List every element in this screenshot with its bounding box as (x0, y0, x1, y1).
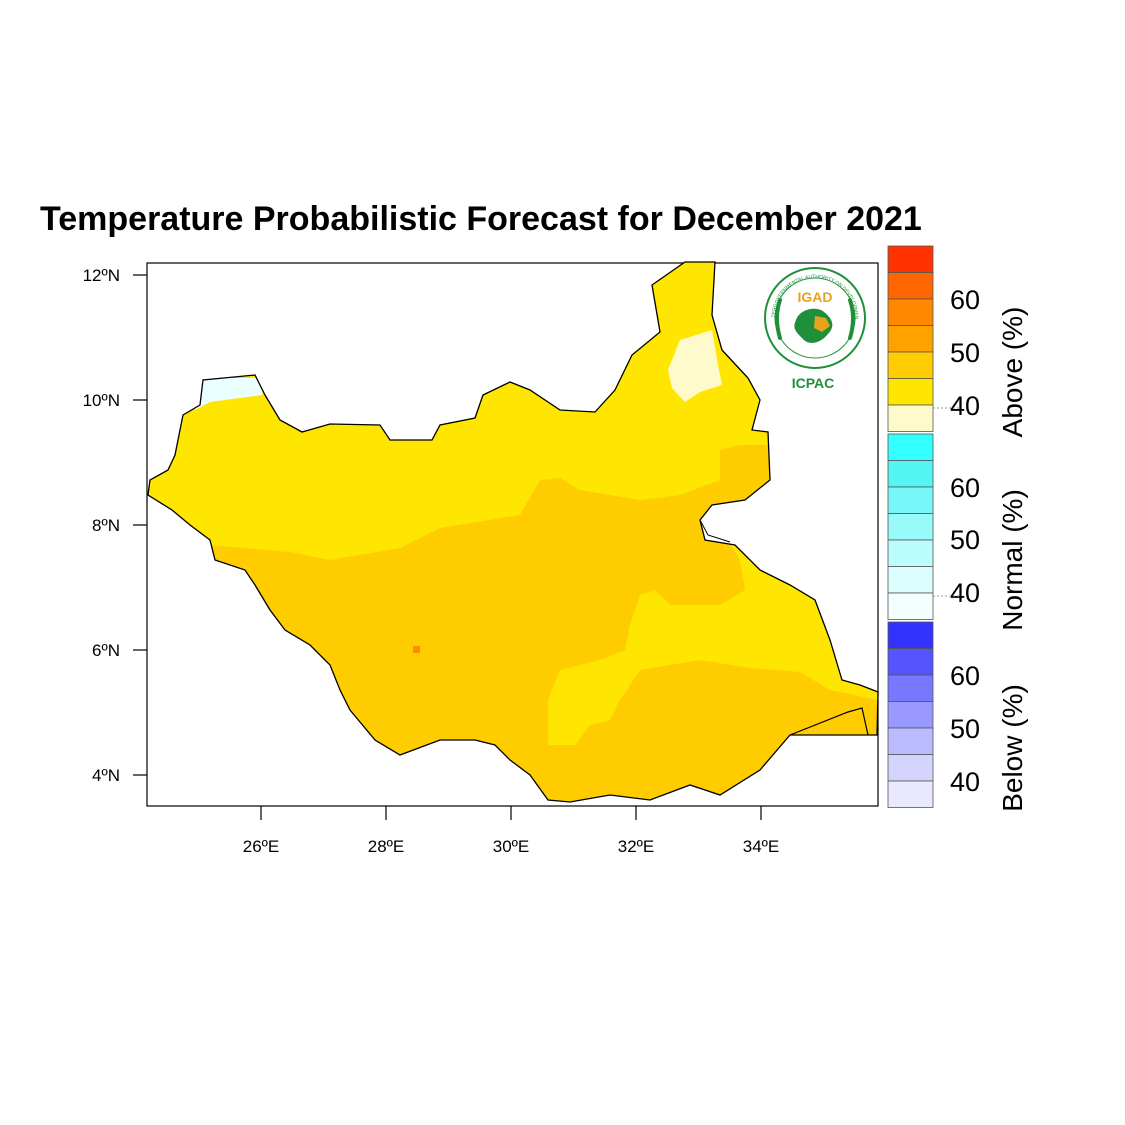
normal-group-title: Normal (%) (997, 489, 1028, 631)
lat-tick-label: 8ºN (92, 516, 120, 535)
above-group-title: Above (%) (997, 307, 1028, 438)
normal-tick-40: 40 (950, 578, 980, 608)
above-swatch (887, 351, 934, 379)
below-swatch (887, 621, 934, 649)
above-swatch (887, 378, 934, 406)
border-line-gambella (699, 519, 731, 543)
below-swatch (887, 701, 934, 729)
above-tick-60: 60 (950, 285, 980, 315)
lon-tick-label: 26ºE (243, 837, 279, 856)
africa-icon (794, 308, 833, 343)
above-swatch (887, 298, 934, 326)
normal-tick-60: 60 (950, 473, 980, 503)
normal-swatch (887, 539, 934, 567)
normal-swatch (887, 486, 934, 514)
longitude-axis: 26ºE 28ºE 30ºE 32ºE 34ºE (243, 806, 779, 856)
above-swatch (887, 404, 934, 432)
above-tick-50: 50 (950, 338, 980, 368)
normal-tick-50: 50 (950, 525, 980, 555)
normal-swatch (887, 566, 934, 594)
above-swatch (887, 272, 934, 300)
lat-tick-label: 4ºN (92, 766, 120, 785)
logo-bottom-text: ICPAC (792, 375, 835, 391)
above-tick-40: 40 (950, 391, 980, 421)
below-tick-50: 50 (950, 714, 980, 744)
lon-tick-label: 28ºE (368, 837, 404, 856)
normal-swatch (887, 433, 934, 461)
below-swatch (887, 780, 934, 808)
igad-region-icon (814, 316, 830, 332)
normal-swatch (887, 513, 934, 541)
lat-tick-label: 6ºN (92, 641, 120, 660)
above-swatch (887, 245, 934, 273)
latitude-axis: 12ºN 10ºN 8ºN 6ºN 4ºN (83, 266, 147, 785)
below-swatch (887, 648, 934, 676)
laurel-icon (775, 298, 855, 340)
lat-tick-label: 10ºN (83, 391, 120, 410)
lon-tick-label: 30ºE (493, 837, 529, 856)
above-swatch (887, 325, 934, 353)
border-line-east (789, 707, 869, 736)
hotspot-cell (413, 646, 420, 653)
below-tick-60: 60 (950, 661, 980, 691)
lat-tick-label: 12ºN (83, 266, 120, 285)
lon-tick-label: 32ºE (618, 837, 654, 856)
normal-40-region (195, 378, 265, 410)
normal-swatch (887, 460, 934, 488)
normal-swatch (887, 592, 934, 620)
lon-tick-label: 34ºE (743, 837, 779, 856)
below-group-title: Below (%) (997, 684, 1028, 812)
chart-title: Temperature Probabilistic Forecast for D… (40, 200, 922, 238)
below-swatch (887, 674, 934, 702)
below-swatch (887, 727, 934, 755)
near-normal-band (668, 330, 722, 402)
below-swatch (887, 754, 934, 782)
below-tick-40: 40 (950, 767, 980, 797)
colorbar-legend (887, 245, 934, 808)
logo-top-text: IGAD (798, 289, 833, 305)
